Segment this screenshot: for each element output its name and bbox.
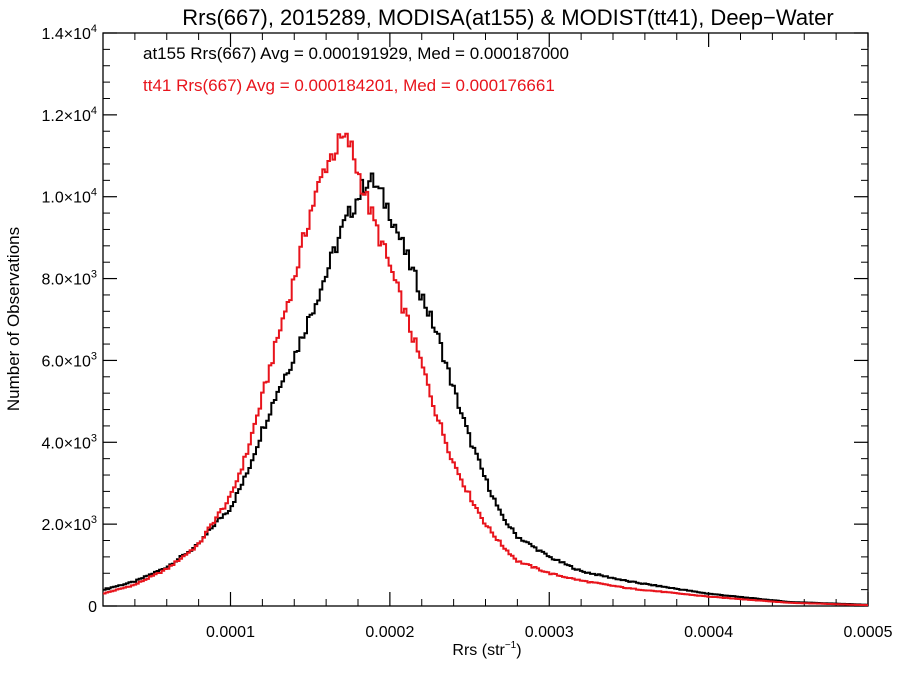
y-tick-label: 1.4×104 <box>41 23 97 43</box>
y-tick-label: 1.0×104 <box>41 187 97 207</box>
y-tick-label: 0 <box>88 599 97 616</box>
y-tick-exponent: 3 <box>91 350 97 362</box>
y-tick-exponent: 4 <box>91 187 97 199</box>
y-axis: 02.0×1034.0×1036.0×1038.0×1031.0×1041.2×… <box>41 23 868 616</box>
y-tick-mantissa: 1.0×10 <box>41 190 90 207</box>
x-axis-label-close: ) <box>516 642 521 659</box>
annotation-tt41: tt41 Rrs(667) Avg = 0.000184201, Med = 0… <box>143 76 555 95</box>
y-tick-exponent: 3 <box>91 514 97 526</box>
annotation-at155: at155 Rrs(667) Avg = 0.000191929, Med = … <box>143 44 569 63</box>
y-tick-label: 2.0×103 <box>41 514 97 534</box>
x-axis-label-main: Rrs (str <box>452 642 505 659</box>
y-axis-label: Number of Observations <box>4 227 23 411</box>
x-axis: 0.0001 0.0002 0.0003 0.0004 0.0005 <box>134 33 893 641</box>
y-tick-label: 1.2×104 <box>41 105 97 125</box>
x-tick-label: 0.0003 <box>525 624 574 641</box>
y-tick-mantissa: 1.4×10 <box>41 26 90 43</box>
chart-title: Rrs(667), 2015289, MODISA(at155) & MODIS… <box>182 5 833 30</box>
y-tick-mantissa: 1.2×10 <box>41 108 90 125</box>
y-tick-exponent: 4 <box>91 105 97 117</box>
x-axis-label: Rrs (str−1) <box>452 640 521 659</box>
x-tick-label: 0.0005 <box>844 624 893 641</box>
x-tick-label: 0.0004 <box>684 624 733 641</box>
y-tick-mantissa: 4.0×10 <box>41 435 90 452</box>
series-tt41-line <box>103 132 868 607</box>
y-tick-label: 8.0×103 <box>41 269 97 289</box>
y-tick-exponent: 3 <box>91 432 97 444</box>
x-tick-label: 0.0001 <box>206 624 255 641</box>
y-tick-label: 4.0×103 <box>41 432 97 452</box>
series-layer <box>103 132 868 607</box>
y-tick-mantissa: 2.0×10 <box>41 517 90 534</box>
y-tick-mantissa: 8.0×10 <box>41 272 90 289</box>
series-at155-line <box>103 172 868 606</box>
x-axis-label-superscript: −1 <box>505 640 517 651</box>
x-tick-label: 0.0002 <box>365 624 414 641</box>
y-tick-label: 6.0×103 <box>41 350 97 370</box>
y-tick-exponent: 3 <box>91 269 97 281</box>
y-tick-mantissa: 0 <box>88 599 97 616</box>
y-tick-mantissa: 6.0×10 <box>41 353 90 370</box>
y-tick-exponent: 4 <box>91 23 97 35</box>
